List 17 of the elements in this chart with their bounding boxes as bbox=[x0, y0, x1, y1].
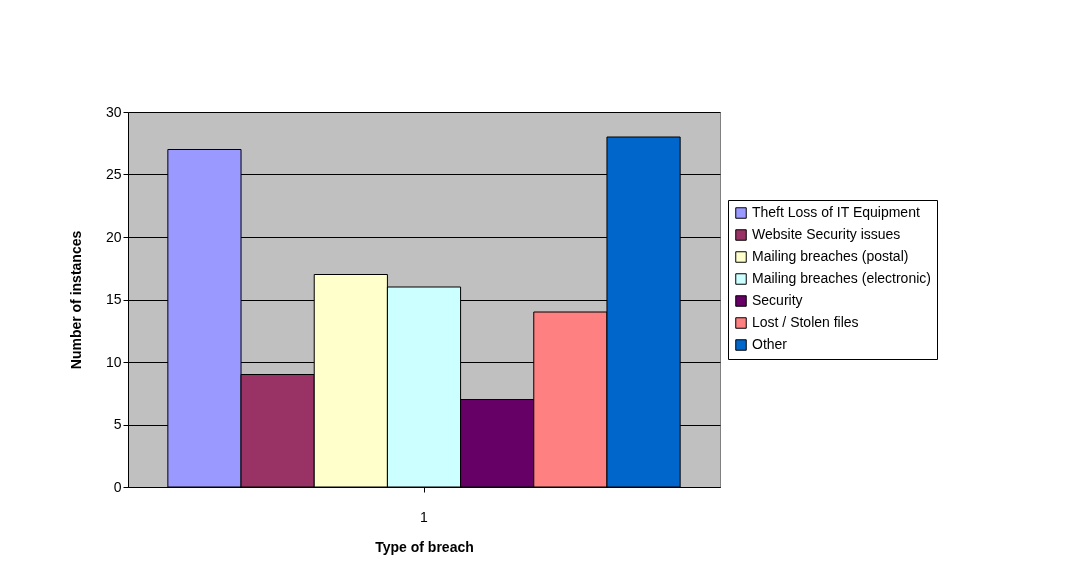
x-tick-label: 1 bbox=[420, 508, 429, 525]
y-tick-label: 25 bbox=[105, 166, 122, 182]
legend-label: Other bbox=[752, 336, 788, 352]
legend-label: Lost / Stolen files bbox=[752, 314, 859, 330]
x-axis-title: Type of breach bbox=[375, 538, 474, 555]
legend-label: Mailing breaches (postal) bbox=[752, 248, 909, 264]
y-tick-label: 15 bbox=[105, 291, 122, 307]
y-axis-title: Number of instances bbox=[67, 230, 84, 370]
legend-label: Theft Loss of IT Equipment bbox=[752, 204, 920, 220]
y-tick-label: 30 bbox=[105, 103, 122, 120]
y-tick-label: 10 bbox=[105, 353, 122, 370]
y-tick-label: 20 bbox=[105, 228, 122, 245]
legend-label: Website Security issues bbox=[752, 226, 901, 242]
legend-label: Mailing breaches (electronic) bbox=[752, 270, 931, 286]
y-tick-label: 0 bbox=[113, 478, 122, 495]
legend-label: Security bbox=[752, 292, 803, 308]
y-tick-label: 5 bbox=[113, 416, 122, 432]
